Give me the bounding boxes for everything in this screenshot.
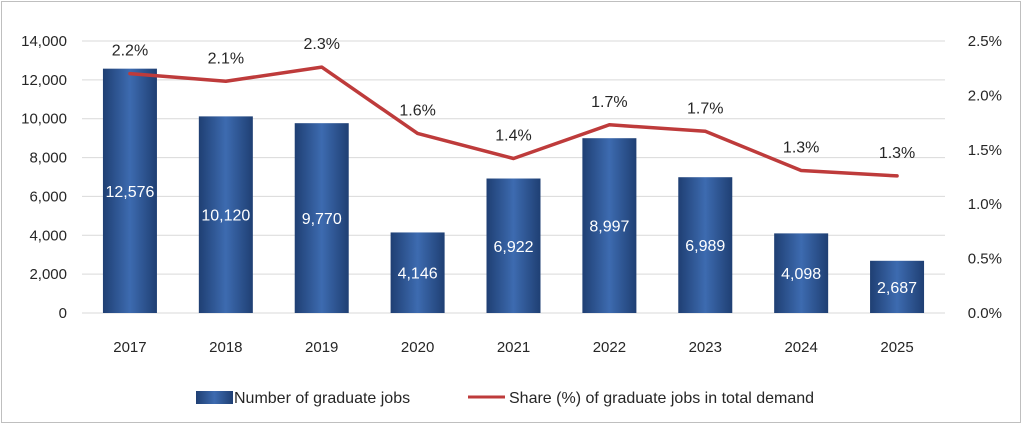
bar-value-label: 12,576 [105, 184, 154, 201]
x-tick-label: 2024 [784, 339, 817, 356]
line-point [607, 123, 611, 127]
line-point [128, 72, 132, 76]
line-value-label: 1.6% [399, 102, 435, 119]
bar [102, 68, 157, 313]
right-axis: 0.0% 0.5% 1.0% 1.5% 2.0% 2.5% [968, 33, 1002, 322]
x-tick-label: 2017 [113, 339, 146, 356]
bar [582, 138, 637, 313]
bar-value-label: 9,770 [302, 211, 342, 228]
line-point [512, 157, 515, 161]
bar-value-label: 6,922 [493, 239, 533, 256]
line-value-label: 1.4% [495, 128, 531, 145]
x-tick-label: 2021 [497, 339, 530, 356]
left-axis: 0 2,000 4,000 6,000 8,000 10,000 12,000 14,000 [21, 33, 67, 322]
line-point [895, 174, 899, 178]
x-tick-label: 2022 [593, 339, 626, 356]
line-data-labels: 2.2% 2.1% 2.3% 1.6% 1.4% 1.7% 1.7% 1.3% 1.3% [112, 36, 916, 162]
bar [774, 233, 829, 313]
left-tick-label: 4,000 [29, 227, 67, 244]
right-tick-label: 0.5% [968, 251, 1002, 268]
bar [294, 123, 349, 313]
line-value-label: 2.1% [208, 50, 244, 67]
line-point [224, 79, 228, 83]
legend-swatch-bars [196, 391, 233, 404]
bar-series [102, 68, 925, 313]
right-tick-label: 1.0% [968, 196, 1002, 213]
left-tick-label: 12,000 [21, 72, 67, 89]
x-tick-label: 2019 [305, 339, 338, 356]
right-tick-label: 2.5% [968, 33, 1002, 50]
x-tick-label: 2018 [209, 339, 242, 356]
bar [390, 232, 445, 313]
line-value-label: 1.3% [783, 139, 819, 156]
x-tick-label: 2023 [689, 339, 722, 356]
bar [486, 178, 541, 313]
left-tick-label: 8,000 [29, 150, 67, 167]
bar-value-label: 4,098 [781, 266, 821, 283]
x-axis: 2017 2018 2019 2020 2021 2022 2023 2024 2025 [113, 339, 913, 356]
bar-value-label: 4,146 [398, 266, 438, 283]
bar-value-label: 8,997 [589, 219, 629, 236]
line-value-label: 1.7% [687, 100, 723, 117]
left-tick-label: 0 [59, 305, 67, 322]
right-tick-label: 1.5% [968, 142, 1002, 159]
line-point [799, 168, 803, 172]
bar-value-label: 2,687 [877, 280, 917, 297]
right-tick-label: 0.0% [968, 305, 1002, 322]
bar [198, 116, 253, 313]
left-tick-label: 14,000 [21, 33, 67, 50]
line-point [320, 65, 324, 69]
left-tick-label: 10,000 [21, 111, 67, 128]
left-tick-label: 2,000 [29, 266, 67, 283]
legend: Number of graduate jobs Share (%) of gra… [196, 390, 814, 407]
left-tick-label: 6,000 [29, 188, 67, 205]
line-value-label: 1.3% [879, 145, 915, 162]
legend-label-line: Share (%) of graduate jobs in total dema… [509, 390, 814, 407]
bar-value-label: 6,989 [685, 238, 725, 255]
line-value-label: 1.7% [591, 94, 627, 111]
line-value-label: 2.2% [112, 43, 148, 60]
bar [678, 177, 733, 313]
legend-label-bars: Number of graduate jobs [234, 390, 410, 407]
bar-data-labels: 12,576 10,120 9,770 4,146 6,922 8,997 6,989 4,0… [105, 184, 917, 297]
line-point [416, 131, 420, 135]
line-value-label: 2.3% [303, 36, 339, 53]
bar-value-label: 10,120 [201, 208, 250, 225]
line-series [128, 65, 899, 178]
x-tick-label: 2020 [401, 339, 434, 356]
x-tick-label: 2025 [880, 339, 913, 356]
right-tick-label: 2.0% [968, 87, 1002, 104]
bar [870, 260, 925, 313]
line-point [703, 129, 707, 133]
